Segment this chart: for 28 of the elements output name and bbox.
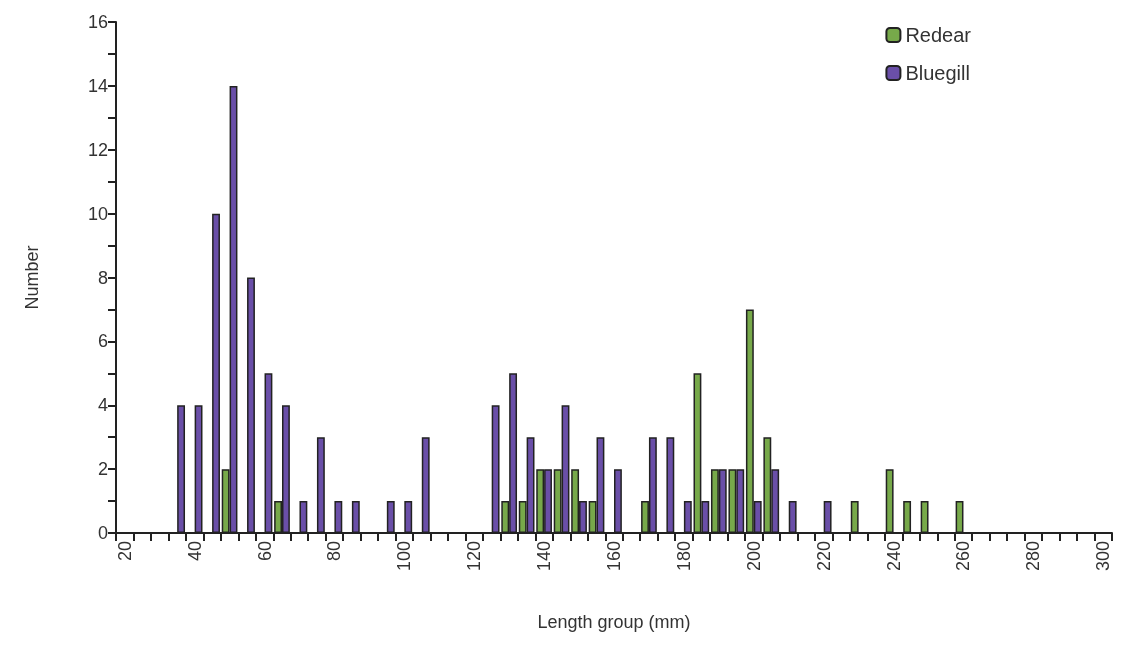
x-tick-label: 240 — [883, 541, 904, 572]
x-tick-label: 20 — [114, 541, 135, 562]
x-tick-label: 140 — [534, 541, 555, 572]
x-tick-label: 200 — [743, 541, 764, 572]
y-tick-label: 4 — [97, 395, 108, 416]
x-tick-label: 280 — [1023, 541, 1044, 572]
y-axis-title: Number — [22, 245, 42, 310]
x-tick-label: 220 — [813, 541, 834, 572]
x-axis-title: Length group (mm) — [537, 612, 691, 632]
y-tick-label: 16 — [87, 12, 108, 32]
y-tick-label: 12 — [87, 139, 108, 160]
x-tick-label: 100 — [394, 541, 415, 572]
y-tick-label: 8 — [97, 267, 108, 288]
legend-label: Redear — [905, 24, 972, 46]
y-tick-label: 2 — [97, 459, 108, 480]
y-tick-label: 10 — [87, 203, 108, 224]
legend-label: Bluegill — [905, 62, 970, 84]
x-tick-label: 120 — [464, 541, 485, 572]
x-tick-label: 80 — [324, 541, 345, 562]
x-tick-label: 260 — [953, 541, 974, 572]
x-tick-label: 40 — [184, 541, 205, 562]
x-tick-label: 60 — [254, 541, 275, 562]
x-tick-label: 160 — [604, 541, 624, 572]
y-tick-label: 14 — [87, 75, 108, 96]
x-tick-label: 180 — [673, 541, 694, 572]
x-tick-label: 300 — [1093, 541, 1114, 572]
y-tick-label: 6 — [97, 331, 108, 352]
y-tick-label: 0 — [97, 523, 108, 543]
